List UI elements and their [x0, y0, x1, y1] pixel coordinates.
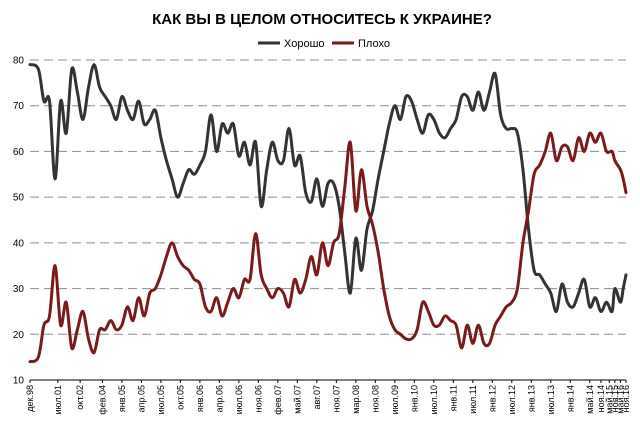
x-tick-label: май.15 [604, 385, 614, 414]
x-tick-label: авг.07 [312, 385, 322, 409]
gridlines [30, 59, 626, 335]
chart-title: КАК ВЫ В ЦЕЛОМ ОТНОСИТЕСЬ К УКРАИНЕ? [152, 11, 492, 28]
x-tick-label: ноя.08 [370, 385, 380, 412]
x-tick-label: июл.09 [390, 385, 400, 414]
y-tick-label: 30 [13, 284, 25, 295]
x-tick-label: ноя.14 [596, 385, 606, 412]
legend: Хорошо Плохо [258, 38, 390, 50]
legend-label-bad: Плохо [358, 38, 390, 50]
x-tick-label: июл.06 [234, 385, 244, 414]
y-tick-label: 20 [13, 330, 25, 341]
y-tick-label: 70 [13, 101, 25, 112]
x-tick-label: окт.05 [175, 385, 185, 410]
series-lines [28, 63, 628, 364]
x-tick-label: фев.07 [273, 385, 283, 415]
legend-label-good: Хорошо [284, 38, 325, 50]
y-axis-ticks: 10 20 30 40 50 60 70 80 [13, 56, 25, 387]
x-tick-label: янв.06 [195, 385, 205, 412]
x-tick-label: дек.98 [25, 385, 35, 412]
y-tick-label: 80 [13, 56, 25, 67]
x-tick-label: ноя.06 [253, 385, 263, 412]
x-axis-ticks: дек.98 июл.01 окт.02 фев.04 янв.05 апр.05 июл.… [25, 380, 631, 415]
x-tick-label: июл.01 [53, 385, 63, 414]
x-tick-label: май.14 [585, 385, 595, 414]
x-tick-label: ноя.07 [331, 385, 341, 412]
x-tick-label: янв.14 [565, 385, 575, 412]
x-tick-label: июл.05 [156, 385, 166, 414]
x-tick-label: май.07 [292, 385, 302, 414]
y-tick-label: 60 [13, 147, 25, 158]
x-tick-label: янв.13 [526, 385, 536, 412]
x-tick-label: мар.08 [351, 385, 361, 414]
x-tick-label: фев.04 [97, 385, 107, 415]
x-tick-label: янв.12 [487, 385, 497, 412]
x-tick-label: апр.06 [214, 385, 224, 412]
x-tick-label: июл.12 [507, 385, 517, 414]
x-tick-label: янв.05 [117, 385, 127, 412]
y-tick-label: 50 [13, 193, 25, 204]
x-tick-label: янв.11 [448, 385, 458, 411]
x-tick-label: ноя.16 [621, 385, 631, 412]
x-tick-label: окт.02 [75, 385, 85, 410]
x-tick-label: июл.10 [429, 385, 439, 414]
x-tick-label: июл.11 [468, 385, 478, 414]
x-tick-label: июл.13 [546, 385, 556, 414]
series-line-good [28, 63, 628, 314]
series-line-bad [28, 131, 628, 364]
x-tick-label: апр.05 [136, 385, 146, 412]
y-tick-label: 10 [13, 376, 25, 387]
x-tick-label: май.16 [615, 385, 625, 414]
x-tick-label: ноя.15 [610, 385, 620, 412]
x-tick-label: янв.10 [409, 385, 419, 412]
y-tick-label: 40 [13, 238, 25, 249]
